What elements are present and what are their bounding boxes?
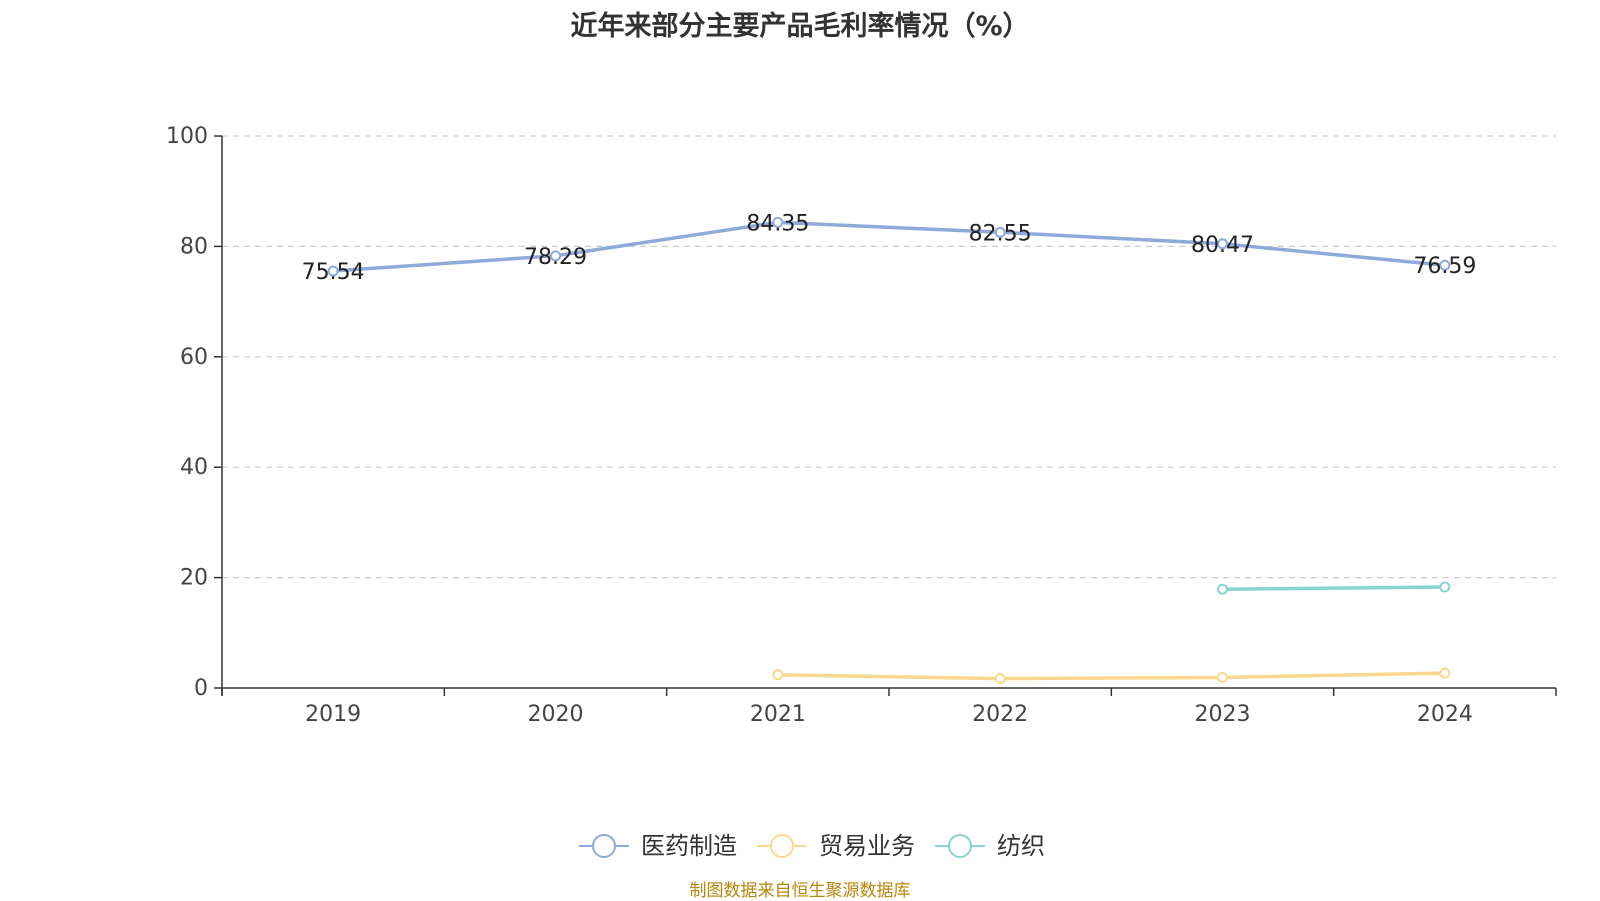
legend-marker bbox=[592, 834, 616, 858]
data-point bbox=[327, 265, 339, 277]
legend-marker bbox=[770, 834, 794, 858]
x-tick-label: 2020 bbox=[528, 702, 584, 727]
axes: 0 20 40 60 80 100 2019 2020 2021 2022 2023 2024 bbox=[166, 124, 1557, 727]
data-label: 75.54 bbox=[302, 260, 365, 285]
y-tick-label: 40 bbox=[180, 455, 208, 480]
data-point bbox=[1439, 581, 1451, 593]
data-point bbox=[994, 673, 1006, 685]
series-2 bbox=[1217, 581, 1451, 595]
data-point bbox=[772, 669, 784, 681]
data-label: 80.47 bbox=[1191, 233, 1254, 258]
data-label: 78.29 bbox=[524, 245, 587, 270]
data-label: 76.59 bbox=[1413, 254, 1476, 279]
y-tick-label: 80 bbox=[180, 234, 208, 259]
legend-item-2: 纺织 bbox=[935, 832, 1045, 860]
y-tick-label: 20 bbox=[180, 566, 208, 591]
data-label: 84.35 bbox=[746, 211, 809, 236]
data-point bbox=[1439, 667, 1451, 679]
series-line bbox=[1222, 585, 1445, 591]
x-tick-label: 2022 bbox=[972, 702, 1028, 727]
data-point bbox=[1217, 583, 1228, 595]
grid-lines bbox=[222, 135, 1556, 579]
series-layer: 75.54 78.29 84.35 82.55 80.47 76.59 bbox=[302, 211, 1477, 685]
legend: 医药制造 贸易业务 纺织 bbox=[579, 832, 1045, 860]
x-tick-label: 2021 bbox=[750, 702, 806, 727]
series-1 bbox=[772, 667, 1451, 685]
series-line bbox=[777, 671, 1445, 681]
x-tick-label: 2019 bbox=[305, 702, 361, 727]
data-point bbox=[994, 226, 1006, 238]
series-line bbox=[333, 220, 1445, 273]
y-tick-label: 60 bbox=[180, 345, 208, 370]
legend-marker bbox=[948, 834, 972, 858]
legend-label: 医药制造 bbox=[641, 832, 737, 860]
data-point bbox=[1217, 238, 1228, 250]
y-tick-label: 100 bbox=[166, 124, 208, 149]
y-tick-label: 0 bbox=[194, 676, 208, 701]
data-point bbox=[1217, 672, 1228, 684]
data-point bbox=[550, 250, 561, 262]
data-point bbox=[1439, 259, 1451, 271]
x-tick-label: 2024 bbox=[1417, 702, 1473, 727]
legend-item-1: 贸易业务 bbox=[757, 832, 915, 860]
x-tick-label: 2023 bbox=[1195, 702, 1251, 727]
chart-title: 近年来部分主要产品毛利率情况（%） bbox=[570, 11, 1030, 42]
legend-item-0: 医药制造 bbox=[579, 832, 737, 860]
source-note: 制图数据来自恒生聚源数据库 bbox=[689, 881, 911, 901]
legend-label: 贸易业务 bbox=[819, 832, 915, 860]
legend-label: 纺织 bbox=[997, 832, 1045, 860]
data-point bbox=[772, 216, 784, 228]
data-label: 82.55 bbox=[969, 221, 1032, 246]
series-0: 75.54 78.29 84.35 82.55 80.47 76.59 bbox=[302, 211, 1477, 285]
